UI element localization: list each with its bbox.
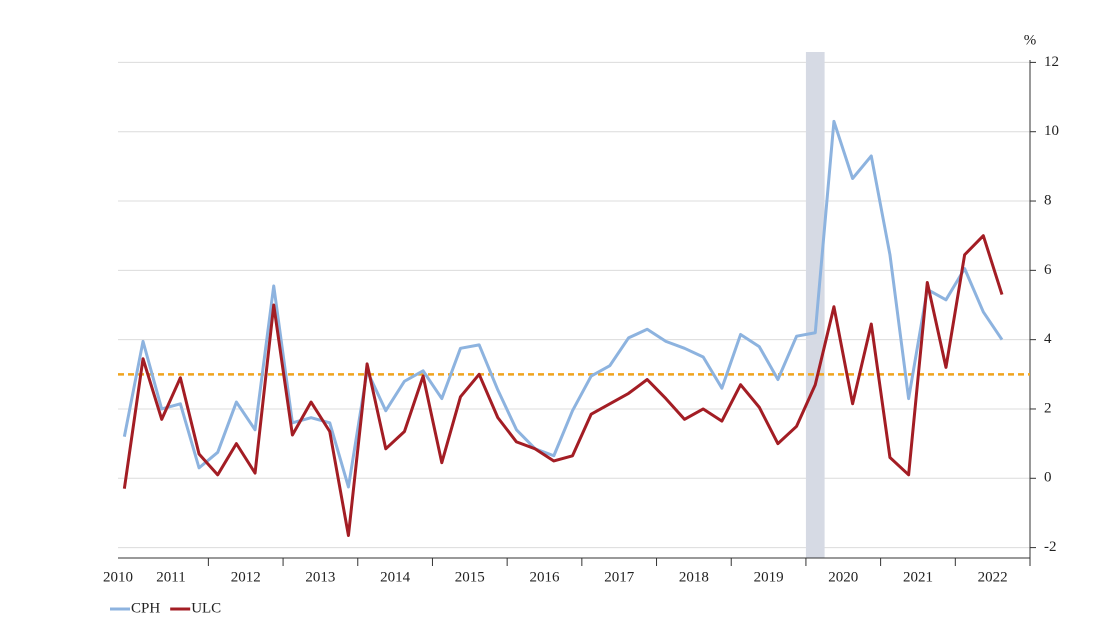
x-tick-label: 2010 [103, 569, 133, 585]
x-tick-label: 2011 [156, 569, 185, 585]
x-tick-label: 2014 [380, 569, 411, 585]
x-tick-label: 2013 [305, 569, 335, 585]
series-line [122, 119, 1004, 489]
y-tick-label: 4 [1044, 331, 1052, 347]
y-tick-label: 2 [1044, 400, 1052, 416]
y-tick-label: 0 [1044, 470, 1052, 486]
x-tick-label: 2012 [231, 569, 261, 585]
shaded-band [805, 52, 825, 558]
x-tick-label: 2022 [978, 569, 1008, 585]
y-tick-label: 8 [1044, 192, 1052, 208]
y-tick-label: 10 [1044, 123, 1059, 139]
x-tick-label: 2016 [529, 569, 560, 585]
y-tick-label: 12 [1044, 54, 1059, 70]
legend-label: ULC [191, 600, 221, 616]
y-axis-label: % [1024, 32, 1037, 48]
x-tick-label: 2018 [679, 569, 709, 585]
x-tick-label: 2019 [754, 569, 784, 585]
x-tick-label: 2017 [604, 569, 635, 585]
y-tick-label: 6 [1044, 262, 1052, 278]
x-tick-label: 2020 [828, 569, 858, 585]
x-tick-label: 2015 [455, 569, 485, 585]
series-line [122, 234, 1004, 537]
legend-label: CPH [131, 600, 160, 616]
x-tick-label: 2021 [903, 569, 933, 585]
y-tick-label: -2 [1044, 539, 1057, 555]
